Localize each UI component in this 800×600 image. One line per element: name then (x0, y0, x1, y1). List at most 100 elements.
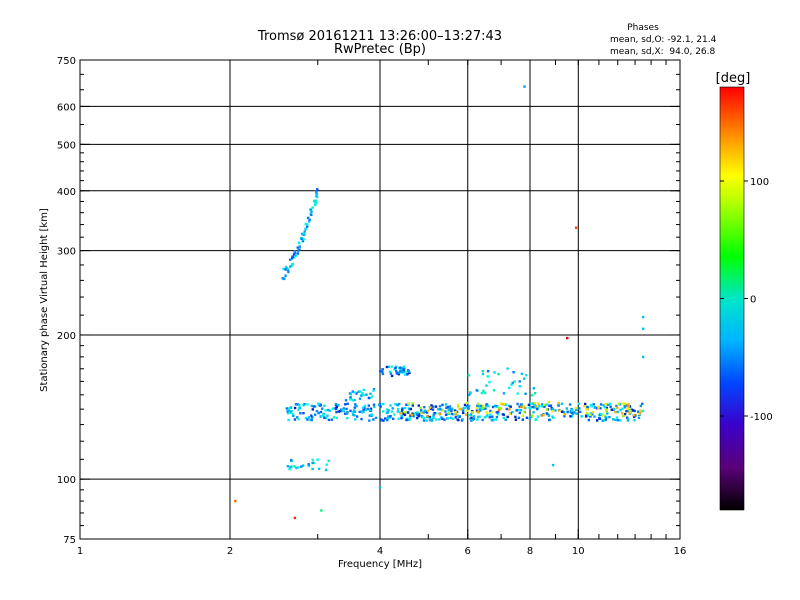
echo-point (384, 417, 387, 420)
echo-point (402, 369, 405, 372)
stats-line-o: mean, sd,O: -92.1, 21.4 (610, 35, 717, 45)
echo-point (290, 410, 293, 413)
echo-point (616, 410, 619, 414)
echo-point (619, 419, 622, 422)
echo-point (403, 413, 407, 416)
echo-point (317, 467, 321, 471)
echo-point (468, 393, 471, 397)
echo-point (560, 402, 564, 405)
echo-point (449, 416, 453, 420)
echo-point (626, 418, 630, 421)
echo-point (308, 418, 312, 422)
echo-point (609, 405, 612, 408)
y-tick-label: 300 (57, 247, 76, 258)
echo-point (381, 368, 384, 371)
echo-point (395, 369, 398, 373)
echo-point (520, 405, 523, 409)
echo-point (292, 253, 296, 256)
echo-point (316, 188, 319, 191)
echo-point (389, 404, 392, 407)
echo-point (410, 413, 413, 417)
echo-point (417, 404, 420, 407)
echo-point (476, 418, 479, 421)
echo-point (520, 372, 524, 376)
echo-point (490, 419, 494, 422)
echo-point (633, 415, 636, 419)
echo-point (372, 403, 376, 406)
echo-point (495, 415, 499, 419)
echo-point (353, 406, 356, 409)
echo-point (573, 411, 576, 414)
echo-point (608, 415, 611, 419)
echo-point (511, 381, 514, 385)
echo-point (628, 409, 631, 413)
echo-point (634, 414, 637, 417)
echo-point (557, 404, 560, 407)
echo-point (367, 396, 371, 400)
echo-point (578, 407, 581, 410)
echo-point (482, 406, 485, 410)
echo-point (441, 403, 444, 407)
echo-point (304, 222, 307, 226)
echo-point (359, 390, 362, 393)
echo-point (287, 411, 291, 415)
echo-point (616, 406, 619, 409)
echo-point (297, 249, 300, 252)
echo-point (440, 416, 443, 419)
echo-point (339, 410, 342, 413)
echo-point (291, 257, 294, 260)
echo-point (521, 418, 524, 421)
echo-point (374, 416, 378, 420)
echo-point (470, 416, 473, 419)
echo-point (385, 365, 389, 369)
echo-point (515, 409, 518, 412)
echo-point (330, 418, 333, 421)
echo-point (379, 369, 382, 373)
echo-point (387, 365, 390, 368)
echo-point (514, 415, 517, 419)
echo-point (428, 406, 432, 409)
echo-point (627, 405, 630, 408)
echo-point (508, 404, 511, 408)
echo-point (369, 392, 372, 395)
echo-point (325, 463, 328, 466)
echo-point (535, 407, 539, 411)
echo-point (393, 368, 396, 371)
echo-point (380, 418, 383, 421)
echo-point (306, 223, 309, 226)
echo-point (377, 403, 381, 407)
echo-point (444, 403, 448, 406)
plot-area: 1 2 4 6 8 10 16 75 100 200 300 400 500 600 750 (57, 56, 686, 557)
echo-point (606, 403, 609, 406)
echo-point (320, 415, 323, 418)
echo-point (517, 408, 520, 412)
echo-point (372, 418, 375, 421)
echo-point (372, 389, 375, 392)
echo-point (298, 241, 301, 245)
echo-point (523, 377, 526, 380)
colorbar-tick-label: -100 (750, 412, 773, 423)
data-points (234, 85, 645, 520)
echo-point (404, 411, 407, 414)
echo-point (311, 467, 314, 471)
echo-point (415, 411, 418, 415)
echo-point (538, 405, 541, 408)
echo-point (636, 410, 640, 413)
echo-point (545, 403, 549, 406)
echo-point (317, 402, 320, 405)
echo-point (349, 396, 352, 399)
echo-point (637, 416, 641, 419)
echo-point (289, 258, 292, 261)
echo-point (315, 201, 318, 204)
echo-point (297, 418, 300, 421)
echo-point (533, 404, 536, 407)
echo-point (457, 405, 460, 408)
echo-point (408, 418, 411, 421)
echo-point (583, 405, 586, 408)
echo-point (335, 416, 338, 420)
echo-point (317, 411, 320, 415)
echo-point (362, 388, 365, 392)
echo-point (307, 220, 311, 223)
echo-point (486, 414, 489, 417)
